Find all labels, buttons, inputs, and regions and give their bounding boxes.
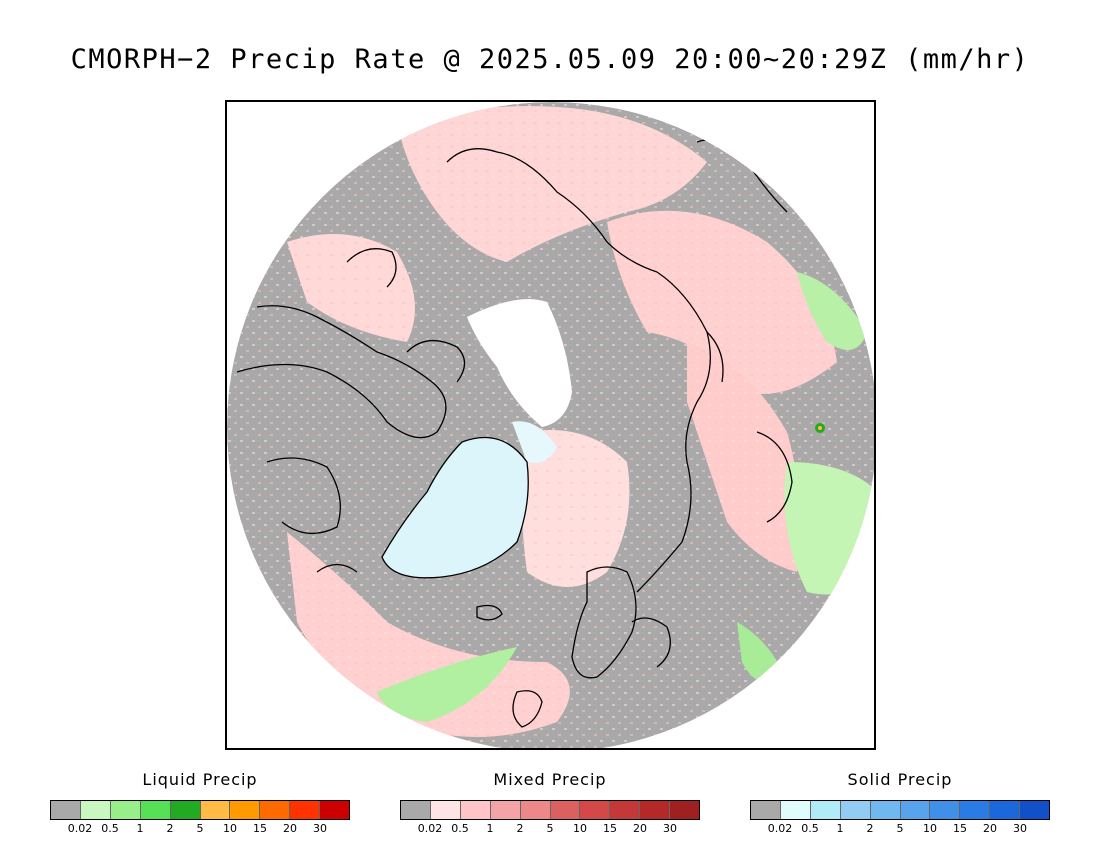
legend-liquid-tick-2: 1 <box>136 822 144 835</box>
legend-solid-tick-0: 0.02 <box>767 822 793 835</box>
legend-liquid-tick-4: 5 <box>196 822 204 835</box>
legend-liquid-swatch-3 <box>139 801 170 819</box>
legend-mixed-title: Mixed Precip <box>493 770 607 789</box>
legend-solid-swatch-4 <box>869 801 900 819</box>
legend-mixed-swatch-9 <box>669 801 700 819</box>
legend-solid-tick-3: 2 <box>866 822 874 835</box>
legend-solid: Solid Precip 0.02 0.5 1 2 5 10 15 20 30 <box>750 770 1050 836</box>
legend-solid-ticks: 0.02 0.5 1 2 5 10 15 20 30 <box>750 822 1050 836</box>
legend-mixed-swatch-4 <box>519 801 550 819</box>
legend-solid-swatch-1 <box>779 801 810 819</box>
legend-liquid-swatch-5 <box>199 801 230 819</box>
legend-mixed-swatch-2 <box>459 801 490 819</box>
arctic-ice-white <box>467 299 572 427</box>
legend-solid-swatch-5 <box>899 801 930 819</box>
legend-liquid-swatch-1 <box>79 801 110 819</box>
solid-precip-greenland <box>382 437 529 578</box>
speckle-texture <box>227 102 874 748</box>
legend-mixed-swatch-1 <box>429 801 460 819</box>
polar-precip-map <box>227 102 874 748</box>
legend-mixed-swatch-3 <box>489 801 520 819</box>
legend-solid-tick-4: 5 <box>896 822 904 835</box>
legend-mixed-tick-0: 0.02 <box>417 822 443 835</box>
legend-mixed-ticks: 0.02 0.5 1 2 5 10 15 20 30 <box>400 822 700 836</box>
legend-solid-tick-8: 30 <box>1013 822 1027 835</box>
legend-mixed-tick-4: 5 <box>546 822 554 835</box>
map-title: CMORPH−2 Precip Rate @ 2025.05.09 20:00~… <box>70 44 1030 75</box>
legend-liquid-swatch-4 <box>169 801 200 819</box>
legend-mixed: Mixed Precip 0.02 0.5 1 2 5 10 15 20 30 <box>400 770 700 836</box>
legend-liquid-swatch-0 <box>51 801 80 819</box>
legend-liquid-ticks: 0.02 0.5 1 2 5 10 15 20 30 <box>50 822 350 836</box>
legend-mixed-tick-1: 0.5 <box>451 822 469 835</box>
legend-mixed-bar <box>400 800 700 820</box>
legend-solid-bar <box>750 800 1050 820</box>
solid-precip-arctic <box>512 421 557 463</box>
legend-mixed-swatch-5 <box>549 801 580 819</box>
legend-liquid-tick-0: 0.02 <box>67 822 93 835</box>
legend-liquid-swatch-7 <box>259 801 290 819</box>
legend-liquid-tick-6: 15 <box>253 822 267 835</box>
legend-liquid-tick-1: 0.5 <box>101 822 119 835</box>
legend-mixed-swatch-8 <box>639 801 670 819</box>
legend-solid-tick-7: 20 <box>983 822 997 835</box>
legend-liquid-tick-5: 10 <box>223 822 237 835</box>
legend-liquid-swatch-9 <box>319 801 350 819</box>
coastlines <box>236 138 793 728</box>
legend-liquid-swatch-2 <box>109 801 140 819</box>
legend-liquid-swatch-6 <box>229 801 260 819</box>
legend-liquid-title: Liquid Precip <box>142 770 258 789</box>
legend-solid-swatch-2 <box>809 801 840 819</box>
legend-liquid-tick-7: 20 <box>283 822 297 835</box>
legend-mixed-swatch-7 <box>609 801 640 819</box>
legend-mixed-tick-6: 15 <box>603 822 617 835</box>
legend-mixed-tick-3: 2 <box>516 822 524 835</box>
legend-solid-tick-2: 1 <box>836 822 844 835</box>
legend-solid-tick-1: 0.5 <box>801 822 819 835</box>
legend-liquid: Liquid Precip 0.02 0.5 1 2 5 10 15 20 30 <box>50 770 350 836</box>
legend-mixed-swatch-0 <box>401 801 430 819</box>
legend-solid-tick-6: 15 <box>953 822 967 835</box>
legend-solid-swatch-3 <box>839 801 870 819</box>
legend-solid-swatch-6 <box>929 801 960 819</box>
liquid-precip-core <box>818 426 822 430</box>
legend-liquid-bar <box>50 800 350 820</box>
legend-liquid-tick-3: 2 <box>166 822 174 835</box>
legend-solid-swatch-7 <box>959 801 990 819</box>
map-frame <box>225 100 876 750</box>
legend-solid-tick-5: 10 <box>923 822 937 835</box>
legend-solid-swatch-0 <box>751 801 780 819</box>
legend-mixed-tick-2: 1 <box>486 822 494 835</box>
legend-mixed-tick-5: 10 <box>573 822 587 835</box>
legend-solid-title: Solid Precip <box>847 770 953 789</box>
liquid-precip-atlantic <box>377 647 517 722</box>
legend-mixed-tick-7: 20 <box>633 822 647 835</box>
legend-liquid-tick-8: 30 <box>313 822 327 835</box>
legend-solid-swatch-9 <box>1019 801 1050 819</box>
legend-mixed-swatch-6 <box>579 801 610 819</box>
legend-liquid-swatch-8 <box>289 801 320 819</box>
liquid-precip-pacific-edge <box>797 272 867 350</box>
legend-solid-swatch-8 <box>989 801 1020 819</box>
legend-mixed-tick-8: 30 <box>663 822 677 835</box>
